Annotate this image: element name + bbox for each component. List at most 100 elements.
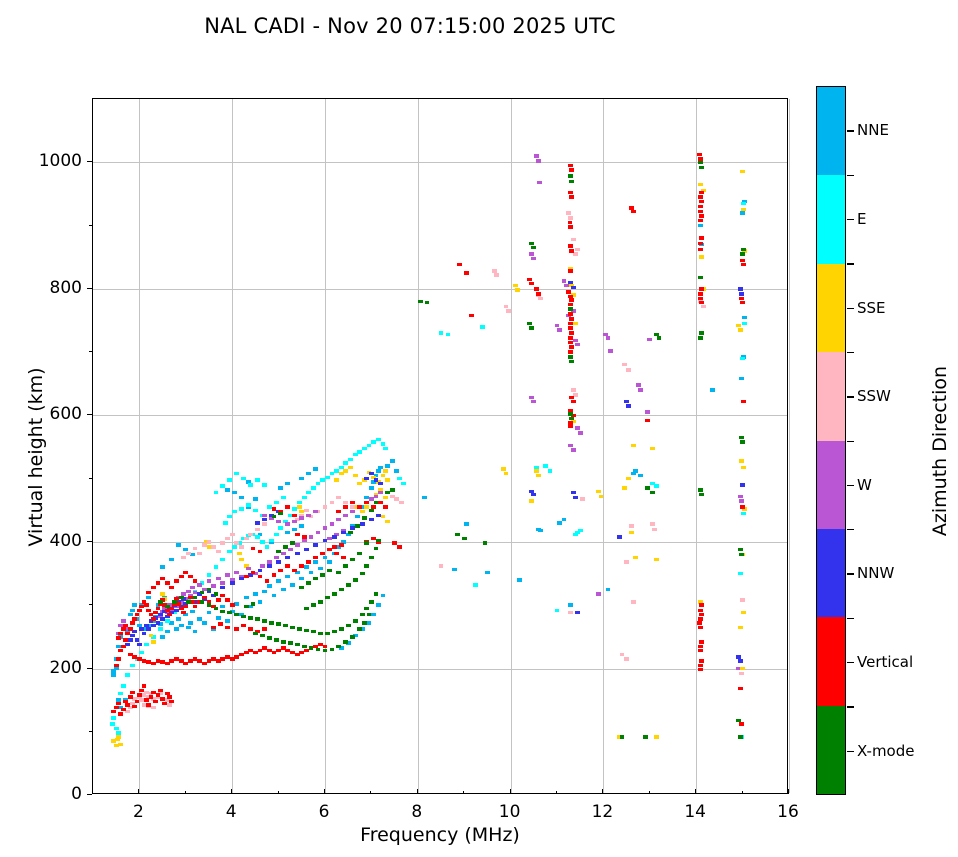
data-mark	[739, 552, 745, 557]
gridline-vertical	[789, 99, 790, 793]
plot-area[interactable]	[92, 98, 790, 794]
data-mark	[364, 476, 370, 481]
data-mark	[382, 495, 388, 500]
data-mark	[225, 537, 230, 541]
data-mark	[234, 602, 240, 606]
data-mark	[533, 465, 539, 469]
data-mark	[188, 595, 193, 600]
data-mark	[737, 287, 743, 291]
data-mark	[113, 663, 119, 668]
data-mark	[505, 309, 511, 313]
data-mark	[531, 256, 537, 261]
x-tick-label: 12	[591, 802, 614, 822]
data-mark	[331, 535, 337, 539]
x-tick-minor	[277, 790, 279, 794]
data-mark	[568, 216, 574, 220]
data-mark	[350, 635, 356, 639]
data-mark	[375, 538, 381, 543]
data-mark	[699, 165, 705, 170]
data-mark	[157, 688, 163, 693]
colorbar-segment-nne[interactable]	[817, 87, 845, 176]
data-mark	[136, 693, 142, 697]
data-mark	[116, 701, 121, 705]
data-mark	[529, 326, 534, 330]
data-mark	[355, 524, 360, 528]
colorbar-segment-w[interactable]	[817, 440, 845, 529]
x-tick-label: 16	[777, 802, 799, 822]
data-mark	[385, 478, 391, 482]
gridline-horizontal	[93, 541, 787, 543]
data-mark	[188, 574, 193, 579]
data-mark	[283, 545, 288, 549]
data-mark	[741, 399, 746, 404]
data-mark	[125, 630, 131, 634]
data-mark	[698, 204, 704, 209]
data-mark	[259, 633, 265, 638]
x-tick-major	[695, 789, 697, 794]
data-mark	[148, 633, 154, 638]
data-mark	[197, 551, 203, 556]
data-mark	[547, 469, 553, 473]
data-mark	[164, 608, 170, 612]
data-mark	[150, 585, 156, 590]
data-mark	[169, 585, 175, 590]
colorbar-segment-vertical[interactable]	[817, 617, 845, 706]
data-mark	[633, 555, 639, 560]
data-mark	[317, 600, 323, 604]
data-mark	[368, 471, 374, 476]
data-mark	[276, 622, 282, 626]
data-mark	[234, 612, 240, 617]
data-mark	[739, 499, 745, 503]
data-mark	[740, 356, 746, 361]
colorbar-segment-e[interactable]	[817, 175, 845, 264]
data-mark	[480, 325, 486, 329]
data-mark	[201, 543, 207, 547]
data-mark	[304, 628, 309, 633]
data-mark	[624, 657, 630, 661]
data-mark	[190, 585, 196, 590]
data-mark	[322, 644, 328, 649]
data-mark	[699, 612, 705, 617]
data-mark	[243, 574, 249, 579]
colorbar[interactable]	[816, 86, 846, 795]
colorbar-segment-ssw[interactable]	[817, 352, 845, 441]
data-mark	[266, 584, 272, 588]
data-mark	[160, 660, 166, 664]
data-mark	[345, 532, 351, 537]
data-mark	[313, 509, 319, 514]
colorbar-label-nne: NNE	[857, 121, 889, 140]
data-mark	[211, 584, 217, 588]
data-mark	[422, 495, 428, 500]
data-mark	[322, 555, 328, 560]
data-mark	[169, 621, 175, 625]
data-mark	[299, 513, 305, 518]
colorbar-segment-sse[interactable]	[817, 263, 845, 353]
colorbar-segment-x-mode[interactable]	[817, 705, 845, 794]
data-mark	[338, 543, 344, 547]
data-mark	[234, 471, 240, 476]
data-mark	[243, 564, 249, 568]
data-mark	[359, 612, 365, 617]
data-mark	[111, 739, 117, 743]
data-mark	[368, 600, 374, 604]
data-mark	[192, 604, 198, 609]
data-mark	[359, 509, 365, 514]
y-tick-label: 800	[49, 277, 82, 298]
x-tick-major	[788, 789, 789, 794]
data-mark	[255, 521, 261, 525]
data-mark	[120, 627, 126, 631]
data-mark	[371, 475, 377, 480]
data-mark	[213, 490, 219, 495]
data-mark	[697, 152, 703, 157]
colorbar-segment-nnw[interactable]	[817, 528, 845, 618]
data-mark	[699, 287, 705, 291]
data-mark	[375, 480, 381, 484]
colorbar-boundary-tick	[847, 263, 854, 265]
gridline-horizontal	[93, 668, 787, 670]
data-mark	[148, 619, 154, 623]
data-mark	[299, 509, 305, 514]
data-mark	[741, 207, 746, 212]
data-mark	[628, 530, 634, 535]
data-mark	[324, 475, 330, 480]
data-mark	[280, 640, 286, 644]
